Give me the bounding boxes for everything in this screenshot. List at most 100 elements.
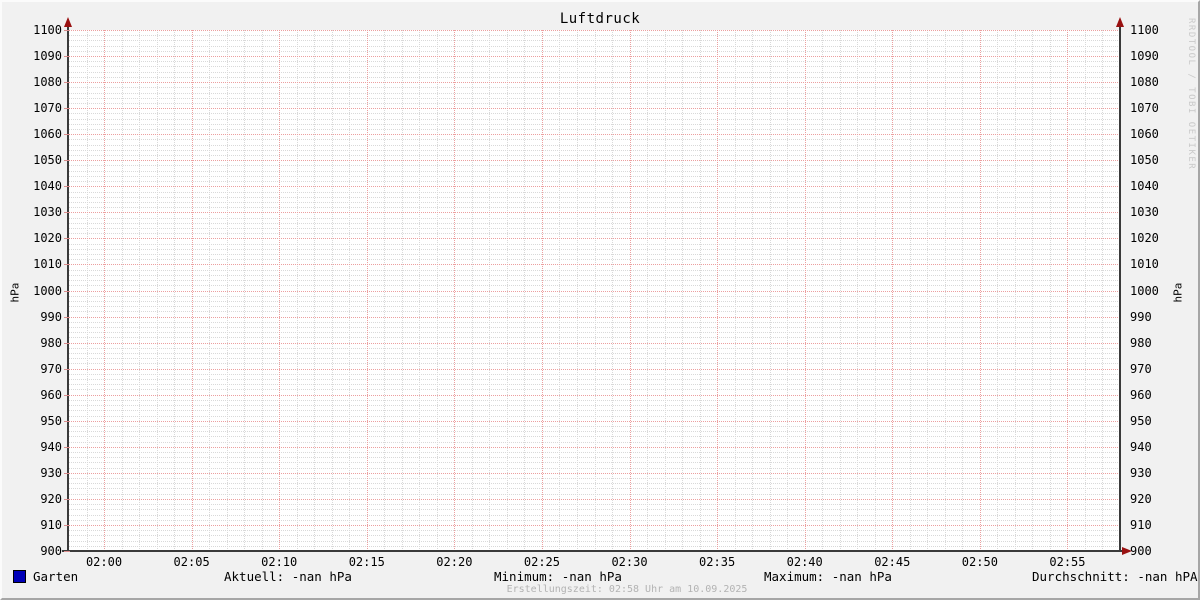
y-axis-tickmark — [64, 264, 70, 266]
y-axis-tickmark — [64, 56, 70, 58]
y-axis-tickmark — [64, 316, 70, 318]
y-axis-tickmark — [64, 82, 70, 84]
x-tick-label: 02:40 — [786, 555, 823, 569]
y-axis-tickmark — [64, 551, 70, 552]
x-tick-label: 02:30 — [611, 555, 648, 569]
y-axis-arrow-left-icon — [64, 17, 72, 27]
stat-durchschnitt: Durchschnitt: -nan hPA — [1032, 569, 1198, 584]
gridline-major — [541, 30, 543, 551]
y-axis-tickmark — [64, 342, 70, 344]
y-tick-label-right: 1070 — [1130, 101, 1159, 116]
y-tick-label-left: 960 — [40, 387, 62, 402]
gridline-major — [804, 30, 806, 551]
gridline-major — [69, 160, 1120, 162]
gridline-major — [69, 316, 1120, 318]
y-tick-label-left: 1000 — [33, 283, 62, 298]
y-tick-label-right: 980 — [1130, 335, 1152, 350]
legend-row: Garten Aktuell: -nan hPa Minimum: -nan h… — [2, 569, 1198, 585]
y-tick-label-right: 1010 — [1130, 257, 1159, 272]
y-tick-label-right: 1000 — [1130, 283, 1159, 298]
y-tick-label-left: 930 — [40, 465, 62, 480]
gridline-major — [69, 498, 1120, 500]
y-axis-tickmark — [64, 238, 70, 240]
y-tick-label-left: 900 — [40, 544, 62, 558]
gridline-major — [69, 394, 1120, 396]
y-tick-label-right: 970 — [1130, 361, 1152, 376]
x-tick-label: 02:00 — [85, 555, 123, 569]
y-axis-tickmark — [64, 498, 70, 500]
y-tick-label-right: 910 — [1130, 517, 1152, 532]
y-axis-tickmark — [64, 420, 70, 422]
x-tick-label: 02:45 — [874, 555, 911, 569]
gridline-major — [69, 134, 1120, 136]
gridline-major — [279, 30, 281, 551]
legend-label-garten: Garten — [33, 569, 79, 584]
gridline-major — [629, 30, 631, 551]
gridline-major — [69, 82, 1120, 84]
gridline-major — [717, 30, 719, 551]
x-tick-label: 02:10 — [261, 555, 298, 569]
y-axis-tickmark — [64, 108, 70, 110]
x-tick-label: 02:35 — [699, 555, 736, 569]
y-tick-label-left: 1020 — [33, 231, 62, 246]
y-tick-label-left: 1090 — [33, 49, 62, 64]
y-tick-label-left: 910 — [40, 517, 62, 532]
y-tick-label-left: 1050 — [33, 153, 62, 168]
y-tick-label-left: 1080 — [33, 75, 62, 90]
y-tick-label-right: 1030 — [1130, 205, 1159, 220]
y-tick-label-left: 940 — [40, 439, 62, 454]
y-axis-tickmark — [64, 524, 70, 526]
y-axis-tickmark — [64, 290, 70, 292]
y-axis-line-left — [67, 20, 69, 552]
y-axis-tickmark — [64, 472, 70, 474]
y-axis-tickmark — [64, 394, 70, 396]
y-axis-tickmark — [64, 368, 70, 370]
creation-timestamp: Erstellungszeit: 02:58 Uhr am 10.09.2025 — [506, 584, 748, 595]
y-tick-label-right: 990 — [1130, 309, 1152, 324]
y-axis-tickmark — [64, 186, 70, 188]
y-tick-label-right: 950 — [1130, 413, 1152, 428]
x-tick-label: 02:15 — [348, 555, 385, 569]
gridline-major — [454, 30, 456, 551]
y-tick-label-left: 1040 — [33, 179, 62, 194]
legend-swatch-garten — [13, 570, 26, 583]
stat-aktuell: Aktuell: -nan hPa — [224, 569, 352, 584]
y-axis-tickmark — [64, 160, 70, 162]
gridline-major — [892, 30, 894, 551]
y-tick-label-right: 900 — [1130, 544, 1152, 558]
y-tick-label-left: 990 — [40, 309, 62, 324]
x-tick-label: 02:25 — [523, 555, 560, 569]
x-tick-label: 02:05 — [173, 555, 210, 569]
y-tick-label-left: 1030 — [33, 205, 62, 220]
gridline-major — [366, 30, 368, 551]
gridline-major — [69, 56, 1120, 58]
gridline-major — [69, 472, 1120, 474]
gridline-major — [104, 30, 106, 551]
y-tick-label-left: 1100 — [33, 23, 62, 37]
y-tick-label-right: 920 — [1130, 491, 1152, 506]
y-tick-label-right: 930 — [1130, 465, 1152, 480]
gridline-major — [69, 212, 1120, 214]
rrdtool-watermark: RRDTOOL / TOBI OETIKER — [1186, 18, 1196, 171]
y-tick-label-right: 1020 — [1130, 231, 1159, 246]
y-axis-tickmark — [64, 30, 70, 31]
y-tick-label-right: 1050 — [1130, 153, 1159, 168]
y-tick-label-left: 980 — [40, 335, 62, 350]
y-tick-label-right: 940 — [1130, 439, 1152, 454]
gridline-major — [1067, 30, 1069, 551]
y-tick-label-left: 970 — [40, 361, 62, 376]
chart-title: Luftdruck — [559, 11, 641, 27]
gridline-major — [69, 420, 1120, 422]
y-tick-label-left: 1070 — [33, 101, 62, 116]
gridline-major — [69, 446, 1120, 448]
y-tick-label-right: 1100 — [1130, 23, 1159, 37]
gridline-major — [69, 186, 1120, 188]
y-axis-tickmark — [64, 212, 70, 214]
gridline-major — [69, 290, 1120, 292]
y-tick-label-right: 1060 — [1130, 127, 1159, 142]
y-tick-label-right: 1040 — [1130, 179, 1159, 194]
y-tick-label-left: 1060 — [33, 127, 62, 142]
y-tick-label-left: 950 — [40, 413, 62, 428]
y-axis-tickmark — [64, 134, 70, 136]
gridline-major — [69, 342, 1120, 344]
